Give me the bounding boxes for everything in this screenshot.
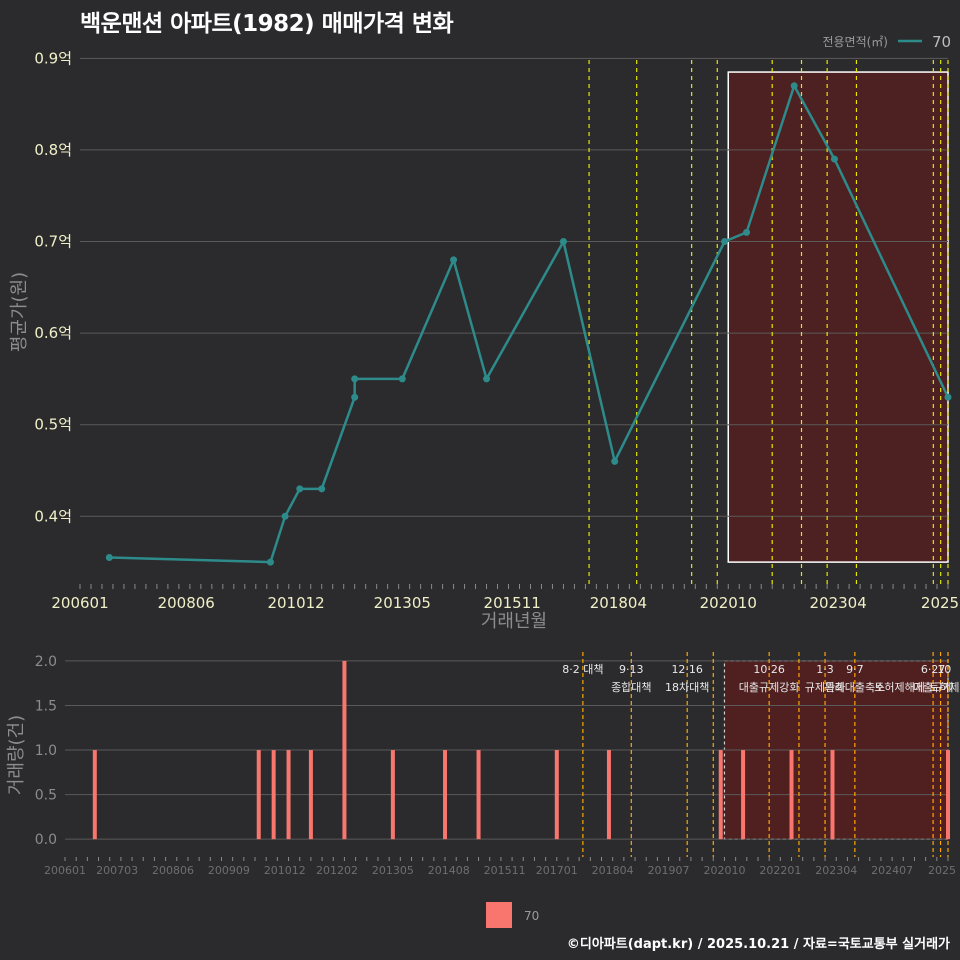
price-point — [483, 375, 491, 383]
x-tick-label: 202201 — [759, 864, 801, 877]
policy-annotation: 12·16 — [671, 663, 703, 676]
policy-annotation: 18차대책 — [665, 681, 709, 694]
policy-annotation: 특례대출축소 — [824, 681, 885, 694]
volume-bar — [256, 750, 261, 840]
volume-bar — [342, 660, 347, 840]
price-point — [318, 485, 326, 493]
policy-annotation: 9·7 — [846, 663, 864, 676]
source-credit: ©디아파트(dapt.kr) / 2025.10.21 / 자료=국토교통부 실… — [566, 937, 950, 952]
y-tick-label: 1.5 — [35, 698, 57, 714]
policy-annotation: 10 — [937, 663, 951, 676]
x-tick-label: 202304 — [815, 864, 857, 877]
volume-bar — [741, 750, 746, 840]
x-tick-label: 201804 — [592, 864, 634, 877]
price-point — [351, 375, 359, 383]
policy-annotation: 8·2 대책 — [562, 663, 603, 676]
x-tick-label: 200601 — [51, 594, 108, 612]
policy-annotation: 토허제 — [929, 681, 959, 694]
price-point — [611, 457, 619, 465]
y-axis-title: 평균가(원) — [9, 272, 30, 352]
volume-bar — [443, 750, 448, 840]
x-tick-label: 201012 — [267, 594, 324, 612]
x-tick-label: 202304 — [809, 594, 866, 612]
price-point — [721, 238, 729, 246]
x-tick-label: 2025 — [921, 594, 959, 612]
x-tick-label: 200703 — [96, 864, 138, 877]
price-point — [450, 256, 458, 264]
volume-bar — [476, 750, 481, 840]
volume-bar — [308, 750, 313, 840]
policy-annotation: 10·26 — [753, 663, 785, 676]
x-tick-label: 201511 — [484, 594, 541, 612]
legend-bar-swatch — [486, 902, 512, 928]
legend-title: 전용면적(㎡) — [822, 35, 888, 49]
x-tick-label: 201305 — [372, 864, 414, 877]
x-tick-label: 201511 — [484, 864, 526, 877]
y-tick-label: 1.0 — [35, 743, 57, 759]
price-point — [790, 82, 798, 90]
y-tick-label: 0.4억 — [34, 507, 72, 525]
x-tick-label: 200806 — [152, 864, 194, 877]
price-point — [281, 512, 289, 520]
legend-label: 70 — [932, 33, 951, 51]
price-point — [296, 485, 304, 493]
volume-bar — [718, 750, 723, 840]
y-tick-label: 0.9억 — [34, 49, 72, 67]
x-tick-label: 202010 — [700, 594, 757, 612]
price-point — [398, 375, 406, 383]
x-tick-label: 200909 — [208, 864, 250, 877]
price-point — [743, 228, 751, 236]
price-point — [830, 155, 838, 163]
volume-bar — [789, 750, 794, 840]
volume-bar — [554, 750, 559, 840]
legend-label: 70 — [524, 909, 539, 923]
x-tick-label: 201202 — [316, 864, 358, 877]
y-tick-label: 0.0 — [35, 832, 57, 848]
y-tick-label: 0.5 — [35, 788, 57, 804]
policy-annotation: 규제완화 — [805, 681, 845, 694]
x-tick-label: 201701 — [536, 864, 578, 877]
price-point — [351, 393, 359, 401]
volume-bar — [946, 750, 950, 840]
chart-title: 백운맨션 아파트(1982) 매매가격 변화 — [80, 11, 454, 37]
y-tick-label: 0.6억 — [34, 324, 72, 342]
x-axis-title: 거래년월 — [481, 611, 547, 632]
price-point — [944, 393, 952, 401]
policy-annotation: 1·3 — [816, 663, 834, 676]
policy-annotation: 6·27 — [921, 663, 946, 676]
price-point — [266, 558, 274, 566]
y-tick-label: 2.0 — [35, 654, 57, 670]
x-tick-label: 201907 — [648, 864, 690, 877]
price-point — [559, 238, 567, 246]
volume-bar — [390, 750, 395, 840]
policy-annotation: 토허제해제 — [874, 680, 925, 694]
policy-annotation: 대출규제 — [913, 681, 953, 694]
volume-bar — [286, 750, 291, 840]
volume-bar — [830, 750, 835, 840]
volume-bar — [271, 750, 276, 840]
x-tick-label: 200601 — [44, 864, 86, 877]
x-tick-label: 202407 — [871, 864, 913, 877]
volume-bar — [92, 750, 97, 840]
y-tick-label: 0.5억 — [34, 416, 72, 434]
y-axis-title: 거래량(건) — [6, 715, 27, 795]
x-tick-label: 201408 — [428, 864, 470, 877]
x-tick-label: 201012 — [264, 864, 306, 877]
policy-annotation: 대출규제강화 — [739, 681, 800, 694]
price-point — [105, 554, 113, 562]
x-tick-label: 2025 — [928, 864, 956, 877]
highlight-box — [727, 71, 949, 563]
x-tick-label: 202010 — [703, 864, 745, 877]
x-tick-label: 201305 — [374, 594, 431, 612]
y-tick-label: 0.8억 — [34, 141, 72, 159]
x-tick-label: 201804 — [590, 594, 647, 612]
volume-bar — [606, 750, 611, 840]
x-tick-label: 200806 — [158, 594, 215, 612]
policy-annotation: 9·13 — [619, 663, 644, 676]
policy-annotation: 종합대책 — [611, 681, 651, 694]
y-tick-label: 0.7억 — [34, 233, 72, 251]
